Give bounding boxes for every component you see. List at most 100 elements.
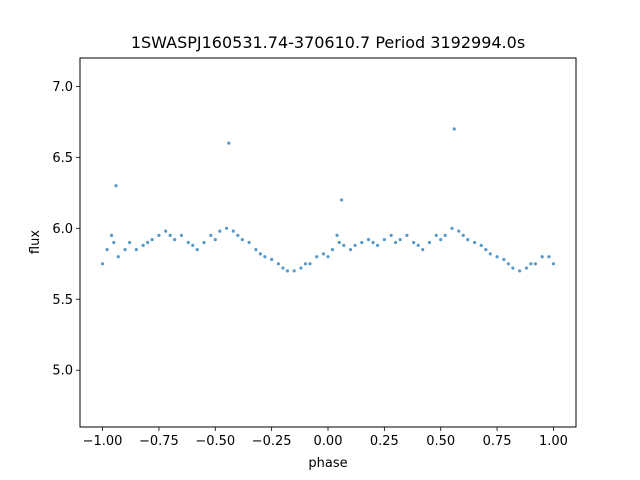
data-point (398, 238, 402, 242)
data-point (450, 226, 454, 230)
data-point (308, 262, 312, 266)
data-point (326, 255, 330, 259)
data-point (157, 233, 161, 237)
data-point (484, 248, 488, 252)
data-point (416, 243, 420, 247)
data-point (439, 238, 443, 242)
data-point (366, 238, 371, 242)
data-point (195, 248, 199, 252)
data-point (281, 266, 285, 270)
data-point (524, 266, 529, 270)
data-point (285, 269, 290, 273)
x-tick-label: −0.75 (139, 434, 179, 449)
data-point (141, 243, 145, 247)
data-point (116, 255, 120, 259)
data-point (405, 233, 409, 237)
data-point (134, 248, 138, 252)
data-point (109, 233, 114, 237)
y-axis-label: flux (28, 230, 43, 254)
x-axis-ticks: −1.00 −0.75 −0.50 −0.25 0.00 0.25 0.50 0.75 1.00 (83, 427, 568, 449)
data-point (551, 262, 556, 266)
data-point (427, 240, 432, 245)
data-point (236, 233, 240, 237)
data-point (495, 255, 499, 259)
y-axis-ticks: 5.0 5.5 6.0 6.5 7.0 (52, 80, 80, 379)
data-point (150, 238, 154, 242)
data-point (348, 248, 353, 252)
x-tick-label: 1.00 (539, 434, 568, 449)
data-point (202, 240, 206, 245)
data-point (191, 243, 195, 247)
data-point (258, 252, 262, 256)
x-axis-label: phase (308, 456, 347, 471)
data-point (511, 266, 515, 270)
data-point (443, 233, 447, 237)
data-point (529, 262, 533, 266)
data-point (434, 233, 438, 237)
y-tick-label: 6.5 (52, 151, 73, 166)
data-point (263, 255, 267, 259)
data-point (371, 240, 375, 245)
data-point (168, 233, 172, 237)
data-point (518, 269, 522, 273)
data-point (213, 238, 217, 242)
data-point (247, 240, 251, 245)
data-point (114, 184, 118, 188)
x-tick-label: −0.25 (252, 434, 292, 449)
data-point (128, 240, 132, 245)
x-tick-label: −1.00 (83, 434, 123, 449)
chart-title: 1SWASPJ160531.74-370610.7 Period 3192994… (131, 33, 525, 52)
data-point (421, 248, 425, 252)
data-point (330, 248, 335, 252)
data-point (412, 240, 416, 245)
data-point (146, 240, 150, 245)
x-tick-label: −0.50 (195, 434, 235, 449)
data-point (506, 262, 510, 266)
x-tick-label: 0.50 (426, 434, 455, 449)
data-point (472, 240, 477, 245)
data-point (533, 262, 538, 266)
data-point (240, 238, 244, 242)
data-point (376, 243, 380, 247)
data-point (227, 141, 231, 145)
data-point (452, 127, 456, 131)
data-point (321, 252, 326, 256)
data-point (540, 255, 544, 259)
data-point (339, 198, 344, 202)
data-point (123, 248, 127, 252)
data-point (479, 243, 483, 247)
y-tick-label: 7.0 (52, 80, 73, 95)
data-point (105, 248, 109, 252)
data-point (461, 233, 465, 237)
y-tick-label: 6.0 (52, 222, 73, 237)
data-point (231, 229, 235, 233)
data-point (337, 240, 341, 245)
data-point (270, 257, 274, 262)
x-tick-label: 0.00 (314, 434, 343, 449)
data-point (502, 257, 506, 262)
data-point (173, 238, 177, 242)
data-point (335, 233, 339, 237)
data-point (179, 233, 184, 237)
data-point (254, 248, 258, 252)
y-tick-label: 5.5 (52, 293, 73, 308)
data-point (315, 255, 319, 259)
data-point (342, 243, 346, 247)
data-point (186, 240, 190, 245)
y-tick-label: 5.0 (52, 364, 73, 379)
scatter-points (100, 127, 556, 273)
data-point (353, 243, 357, 247)
data-point (292, 269, 296, 273)
x-tick-label: 0.75 (483, 434, 512, 449)
data-point (112, 240, 116, 245)
data-point (547, 255, 551, 259)
data-point (303, 262, 308, 266)
data-point (224, 226, 229, 230)
data-point (394, 240, 398, 245)
data-point (360, 240, 364, 245)
data-point (164, 229, 168, 233)
data-point (466, 238, 470, 242)
x-tick-label: 0.25 (370, 434, 399, 449)
